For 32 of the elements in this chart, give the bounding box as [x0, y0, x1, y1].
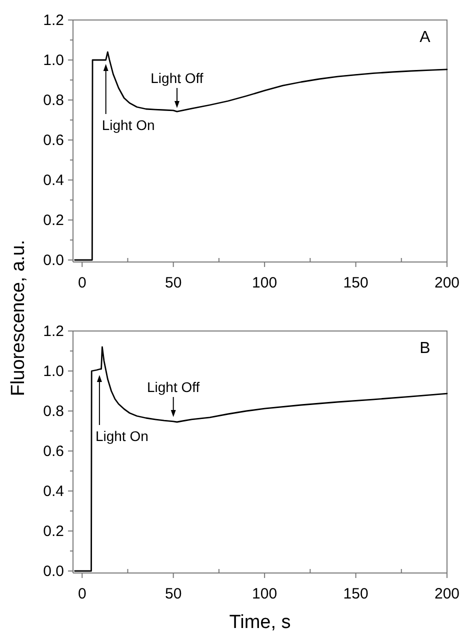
y-tick-label: 0.8	[43, 92, 64, 109]
x-tick-label: 100	[252, 274, 278, 292]
y-tick-label: 1.2	[43, 322, 64, 340]
x-tick-label: 150	[343, 274, 368, 292]
y-tick-label: 0.0	[43, 252, 64, 269]
y-tick-label: 0.8	[43, 402, 64, 420]
y-tick-label: 0.6	[43, 442, 64, 460]
x-tick-label: 200	[434, 586, 460, 602]
y-tick-label: 0.2	[43, 522, 64, 540]
y-tick-label: 0.2	[43, 212, 64, 229]
y-tick-label: 0.0	[43, 562, 64, 580]
y-tick-label: 0.4	[43, 482, 64, 500]
x-tick-label: 50	[165, 274, 182, 292]
x-axis-title: Time, s	[229, 612, 291, 633]
text: B	[420, 340, 430, 357]
y-tick-label: 0.4	[43, 172, 64, 189]
annotation: Light Off	[150, 70, 204, 86]
x-tick-label: 150	[343, 586, 368, 602]
x-tick-label: 0	[78, 586, 86, 602]
y-tick-label: 1.2	[43, 12, 64, 29]
x-tick-label: 100	[252, 586, 278, 602]
y-axis-title: Fluorescence, a.u.	[8, 240, 29, 396]
text: A	[420, 29, 431, 46]
x-tick-label: 50	[165, 586, 182, 602]
annotation: Light Off	[147, 379, 200, 395]
y-tick-label: 1.0	[43, 52, 64, 69]
annotation: Light On	[102, 117, 155, 133]
y-tick-label: 0.6	[43, 132, 64, 149]
x-tick-label: 200	[434, 274, 460, 292]
y-tick-label: 1.0	[43, 362, 64, 380]
annotation: Light On	[95, 428, 148, 444]
x-tick-label: 0	[78, 274, 86, 292]
